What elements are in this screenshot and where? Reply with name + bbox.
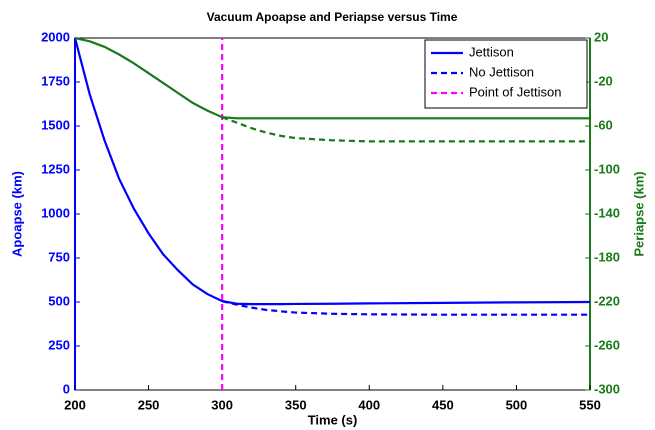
x-tick-label: 400 [358, 397, 380, 412]
x-tick-label: 250 [138, 397, 160, 412]
y2-tick-label: -140 [594, 205, 620, 220]
y-tick-label: 1750 [41, 73, 70, 88]
y-tick-label: 1000 [41, 205, 70, 220]
legend-label: Point of Jettison [469, 84, 562, 99]
y2-tick-label: -220 [594, 293, 620, 308]
y2-tick-label: -180 [594, 249, 620, 264]
y2-axis-label: Periapse (km) [631, 171, 646, 256]
y-axis-label: Apoapse (km) [9, 171, 24, 257]
y-tick-label: 2000 [41, 29, 70, 44]
legend-label: No Jettison [469, 64, 534, 79]
y-tick-label: 750 [48, 249, 70, 264]
y2-tick-label: -100 [594, 161, 620, 176]
y-tick-label: 1500 [41, 117, 70, 132]
x-tick-label: 550 [579, 397, 601, 412]
y-tick-label: 250 [48, 337, 70, 352]
series-line [221, 300, 590, 316]
y-tick-label: 0 [63, 381, 70, 396]
x-axis-label: Time (s) [308, 412, 358, 427]
x-tick-label: 450 [432, 397, 454, 412]
x-tick-label: 200 [64, 397, 86, 412]
y2-tick-label: -260 [594, 337, 620, 352]
chart-title: Vacuum Apoapse and Periapse versus Time [207, 10, 458, 24]
x-tick-label: 300 [211, 397, 233, 412]
x-tick-label: 350 [285, 397, 307, 412]
y2-tick-label: 20 [594, 29, 608, 44]
y2-tick-label: -60 [594, 117, 613, 132]
y2-tick-label: -20 [594, 73, 613, 88]
x-tick-label: 500 [506, 397, 528, 412]
y-tick-label: 1250 [41, 161, 70, 176]
y-tick-label: 500 [48, 293, 70, 308]
legend-label: Jettison [469, 44, 514, 59]
y2-tick-label: -300 [594, 381, 620, 396]
